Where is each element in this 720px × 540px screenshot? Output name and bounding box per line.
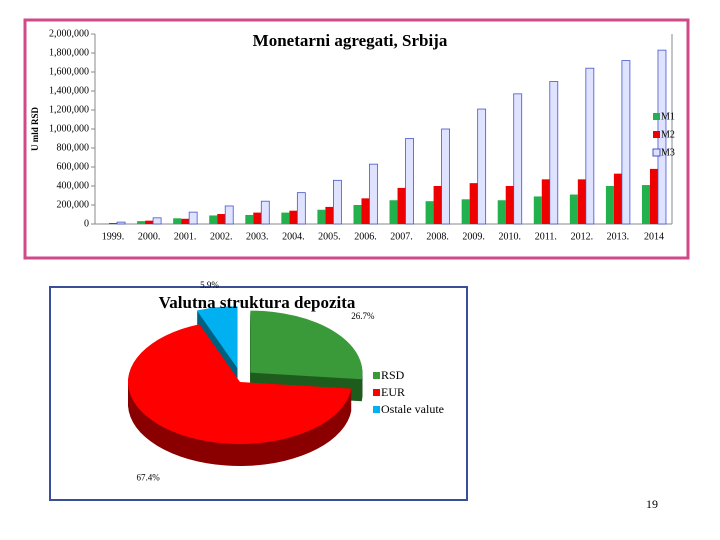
bar <box>441 128 450 225</box>
y-tick-label: 1,400,000 <box>49 85 89 96</box>
x-tick-label: 2006. <box>354 231 377 242</box>
bar <box>425 201 434 224</box>
bar-title: Monetarni agregati, Srbija <box>253 31 448 50</box>
pie-slice <box>196 306 238 369</box>
legend-label: M2 <box>661 129 675 140</box>
bar <box>541 179 550 224</box>
y-tick-label: 200,000 <box>57 199 90 210</box>
bar <box>397 187 406 224</box>
data-label: 26.7% <box>351 311 375 321</box>
x-tick-label: 2014 <box>644 231 664 242</box>
legend-swatch <box>373 389 380 396</box>
legend-label: M1 <box>661 111 675 122</box>
bar <box>217 214 226 224</box>
y-tick-label: 600,000 <box>57 161 90 172</box>
pie-slice <box>250 310 363 380</box>
x-tick-label: 2003. <box>246 231 269 242</box>
bar <box>477 108 487 225</box>
bar <box>181 218 190 224</box>
bar <box>549 81 559 225</box>
bar <box>605 186 614 224</box>
legend-swatch <box>373 406 380 413</box>
bar <box>353 205 362 224</box>
bar <box>505 186 514 224</box>
bar <box>497 200 506 224</box>
bar <box>145 220 154 224</box>
legend-label: Ostale valute <box>381 402 444 416</box>
pie-slice <box>128 324 352 444</box>
bar <box>116 221 126 225</box>
bar <box>649 168 658 224</box>
bar <box>405 138 414 225</box>
x-tick-label: 2008. <box>426 231 449 242</box>
bar <box>137 221 146 224</box>
y-tick-label: 800,000 <box>57 142 90 153</box>
y-tick-label: 1,800,000 <box>49 47 89 58</box>
bar <box>109 223 118 224</box>
bar <box>281 212 290 224</box>
legend-label: EUR <box>381 385 405 399</box>
x-tick-label: 2004. <box>282 231 305 242</box>
bar <box>389 200 398 224</box>
bar <box>577 179 586 224</box>
bar <box>253 212 262 224</box>
y-tick-label: 0 <box>84 218 89 229</box>
legend-swatch <box>373 372 380 379</box>
x-tick-label: 1999. <box>102 231 125 242</box>
pie-frame <box>49 286 468 501</box>
y-tick-label: 2,000,000 <box>49 28 89 39</box>
x-tick-label: 2002. <box>210 231 233 242</box>
bar <box>533 196 542 224</box>
bar <box>469 183 478 224</box>
y-tick-label: 1,000,000 <box>49 123 89 134</box>
bar <box>585 67 595 225</box>
bar <box>173 218 182 224</box>
data-label: 67.4% <box>136 473 160 483</box>
bar-frame <box>23 18 690 260</box>
bar <box>433 186 442 224</box>
x-tick-label: 2013. <box>607 231 630 242</box>
x-tick-label: 2007. <box>390 231 413 242</box>
bar <box>461 199 470 224</box>
legend-label: RSD <box>381 368 405 382</box>
data-label: 5.9% <box>200 280 219 290</box>
bar <box>188 211 198 225</box>
pie-chart: 26.7% 67.4% 5.9% <box>128 280 375 483</box>
bar <box>333 179 342 225</box>
x-tick-label: 2011. <box>535 231 557 242</box>
legend-swatch <box>653 113 660 120</box>
bar <box>569 194 578 224</box>
bar <box>289 210 298 224</box>
legend-label: M3 <box>661 147 675 158</box>
bar <box>296 192 306 225</box>
bar <box>260 200 270 225</box>
bar <box>209 215 218 224</box>
bar <box>641 185 650 224</box>
x-tick-label: 2001. <box>174 231 197 242</box>
bar <box>361 198 370 224</box>
bar <box>621 60 631 225</box>
legend-swatch <box>653 131 660 138</box>
bar <box>325 206 334 224</box>
x-tick-label: 2000. <box>138 231 161 242</box>
bar <box>152 217 162 225</box>
bar <box>369 163 378 225</box>
x-tick-label: 2012. <box>571 231 594 242</box>
y-tick-label: 1,600,000 <box>49 66 89 77</box>
x-tick-label: 2010. <box>498 231 521 242</box>
bar <box>317 209 326 224</box>
x-tick-label: 2009. <box>462 231 485 242</box>
bar <box>224 205 234 225</box>
bar <box>245 214 254 224</box>
bar <box>513 93 523 225</box>
y-tick-label: 1,200,000 <box>49 104 89 115</box>
bar <box>613 173 622 224</box>
y-axis-label: U mld RSD <box>30 107 40 152</box>
page-number: 19 <box>646 497 658 511</box>
y-tick-label: 400,000 <box>57 180 90 191</box>
legend-swatch <box>652 148 661 157</box>
x-tick-label: 2005. <box>318 231 341 242</box>
pie-title: Valutna struktura depozita <box>159 293 356 312</box>
